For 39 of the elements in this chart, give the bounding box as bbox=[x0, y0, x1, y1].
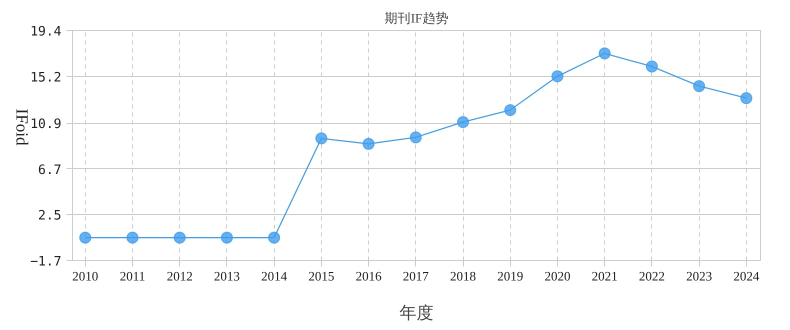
x-tick-label: 2013 bbox=[214, 268, 240, 284]
x-tick-label: 2018 bbox=[450, 268, 476, 284]
point bbox=[220, 232, 233, 244]
point bbox=[646, 60, 658, 72]
x-tick-label: 2014 bbox=[261, 268, 288, 284]
x-tick-label: 2022 bbox=[638, 268, 665, 284]
point bbox=[268, 232, 280, 244]
point bbox=[598, 47, 611, 60]
y-tick-label: 15.2 bbox=[30, 70, 62, 86]
y-tick-label: 6.7 bbox=[38, 162, 62, 178]
y-tick-label: 2.5 bbox=[38, 208, 62, 224]
y-tick-label: 19.4 bbox=[30, 24, 62, 40]
y-tick-label: 10.9 bbox=[30, 117, 62, 132]
x-tick-label: 2010 bbox=[72, 268, 98, 284]
x-axis-title: 年度 bbox=[400, 304, 434, 322]
x-tick-label: 2012 bbox=[166, 268, 193, 284]
x-tick-label: 2024 bbox=[733, 268, 760, 284]
point bbox=[740, 92, 752, 104]
x-tick-label: 2023 bbox=[686, 268, 712, 284]
point bbox=[174, 232, 186, 244]
chart-title: 期刊IF趋势 bbox=[384, 10, 448, 26]
y-axis-title: IFoid bbox=[12, 108, 32, 146]
x-tick-label: 2017 bbox=[402, 268, 430, 284]
point bbox=[457, 116, 470, 128]
point bbox=[362, 138, 375, 150]
x-tick-label: 2020 bbox=[544, 268, 570, 284]
x-tick-label: 2011 bbox=[120, 268, 146, 284]
point bbox=[551, 70, 564, 82]
point bbox=[79, 232, 92, 244]
point bbox=[410, 131, 422, 144]
x-tick-label: 2021 bbox=[592, 268, 618, 284]
x-tick-label: 2015 bbox=[308, 268, 334, 284]
point bbox=[504, 104, 516, 116]
x-tick-label: 2019 bbox=[497, 268, 524, 284]
point bbox=[315, 132, 328, 144]
x-tick-label: 2016 bbox=[356, 268, 382, 284]
point bbox=[126, 232, 138, 244]
y-tick-label: −1.7 bbox=[30, 254, 62, 270]
point bbox=[693, 80, 706, 92]
